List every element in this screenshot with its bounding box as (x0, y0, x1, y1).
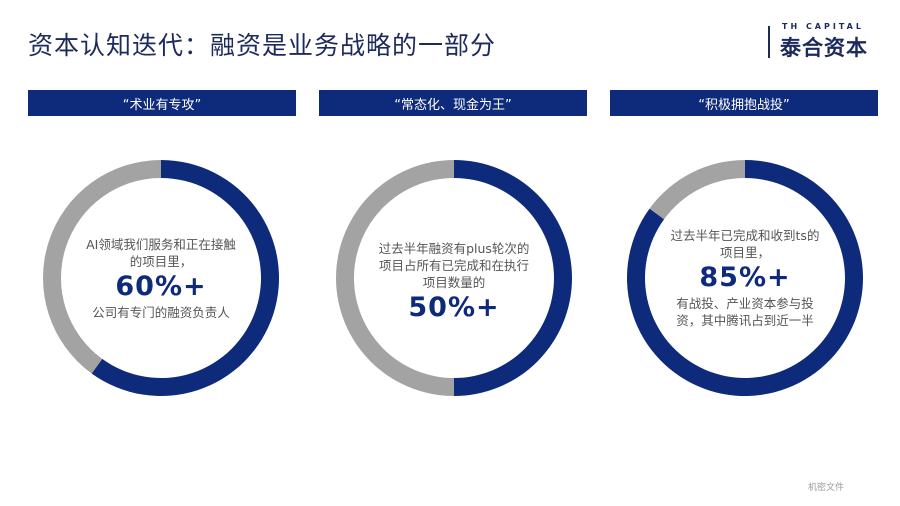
donut-segment-secondary-1 (43, 160, 162, 374)
page-title: 资本认知迭代：融资是业务战略的一部分 (28, 31, 497, 60)
donut-svg-3 (627, 160, 863, 396)
donut-segment-secondary-3 (649, 160, 745, 220)
donut-segment-secondary-2 (336, 160, 454, 396)
donut-svg-2 (336, 160, 572, 396)
logo-chinese: 泰合资本 (780, 36, 868, 60)
panel-heading-3: “积极拥抱战投” (610, 90, 878, 116)
donut-caption-1: AI领域我们服务和正在接触的项目里， 60%+ 公司有专门的融资负责人 (81, 218, 241, 338)
company-logo: TH CAPITAL 泰合资本 (768, 22, 878, 60)
donut-caption-3: 过去半年已完成和收到ts的项目里， 85%+ 有战投、产业资本参与投资，其中腾讯… (665, 218, 825, 338)
logo-english: TH CAPITAL (782, 22, 864, 31)
footer-confidential: 机密文件 (807, 483, 844, 493)
value-label-1: 60%+ (115, 270, 207, 302)
value-label-3: 85%+ (699, 262, 791, 293)
donut-caption-2: 过去半年融资有plus轮次的项目占所有已完成和在执行项目数量的 50%+ (374, 222, 534, 342)
panel-heading-1: “术业有专攻” (28, 90, 296, 116)
donut-chart-3: 过去半年已完成和收到ts的项目里， 85%+ 有战投、产业资本参与投资，其中腾讯… (625, 158, 865, 398)
donut-chart-1: AI领域我们服务和正在接触的项目里， 60%+ 公司有专门的融资负责人 (41, 158, 281, 398)
caption-bottom-3: 有战投、产业资本参与投资，其中腾讯占到近一半 (676, 296, 814, 328)
caption-bottom-1: 公司有专门的融资负责人 (92, 304, 230, 320)
panel-heading-2: “常态化、现金为王” (319, 90, 587, 116)
value-label-2: 50%+ (408, 291, 500, 323)
donut-svg-1 (43, 160, 279, 396)
caption-top-3: 过去半年已完成和收到ts的项目里， (670, 228, 820, 260)
donut-chart-2: 过去半年融资有plus轮次的项目占所有已完成和在执行项目数量的 50%+ (334, 158, 574, 398)
donut-segment-primary-1 (91, 160, 279, 396)
donut-segment-primary-2 (454, 160, 572, 396)
caption-top-2: 过去半年融资有plus轮次的项目占所有已完成和在执行项目数量的 (378, 240, 530, 290)
logo-divider (768, 26, 770, 58)
caption-top-1: AI领域我们服务和正在接触的项目里， (86, 236, 236, 269)
